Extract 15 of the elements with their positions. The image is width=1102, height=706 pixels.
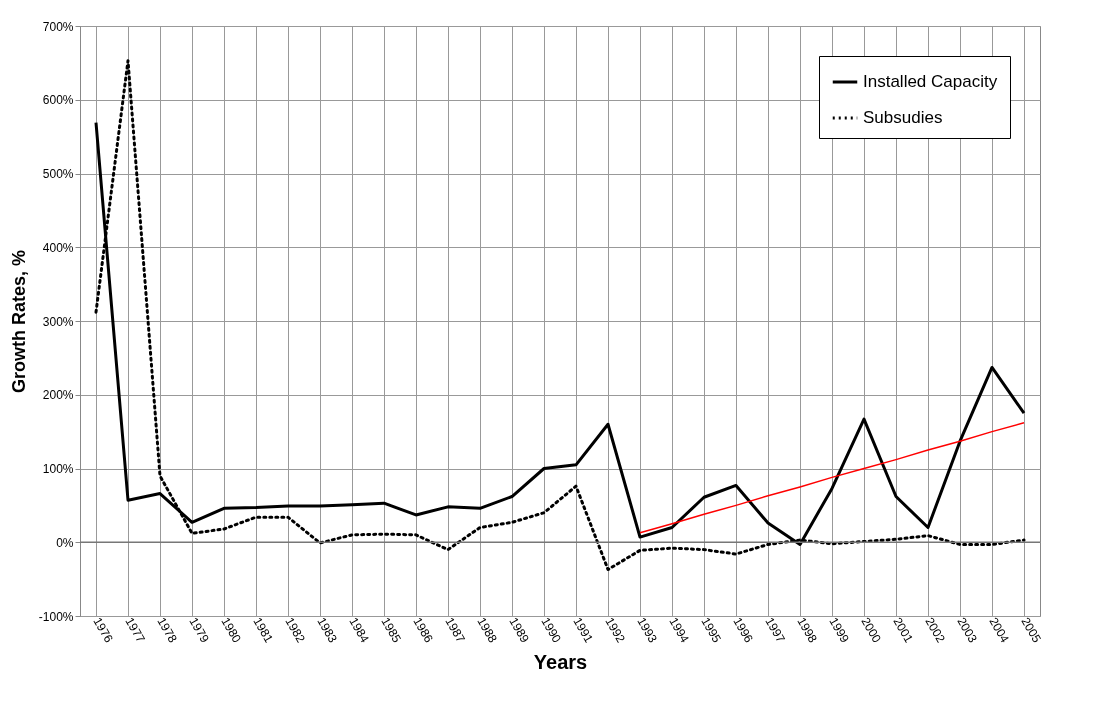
legend-label: Installed Capacity <box>863 72 998 91</box>
y-tick-label: 700% <box>42 19 74 34</box>
line-series <box>639 422 1025 534</box>
x-axis-title: Years <box>533 650 588 673</box>
y-tick-label: 0% <box>56 535 74 550</box>
y-tick-label: 400% <box>42 240 74 255</box>
y-tick-label: 200% <box>42 388 74 403</box>
y-tick-label: 100% <box>42 462 74 476</box>
y-tick-label: -100% <box>38 609 74 624</box>
y-tick-label: 300% <box>42 314 74 329</box>
y-tick-label: 500% <box>42 167 74 181</box>
y-tick-label: 600% <box>42 93 74 108</box>
y-axis-title: Growth Rates, % <box>8 249 29 394</box>
line-series <box>94 59 1026 572</box>
legend-label: Subsudies <box>863 108 943 127</box>
